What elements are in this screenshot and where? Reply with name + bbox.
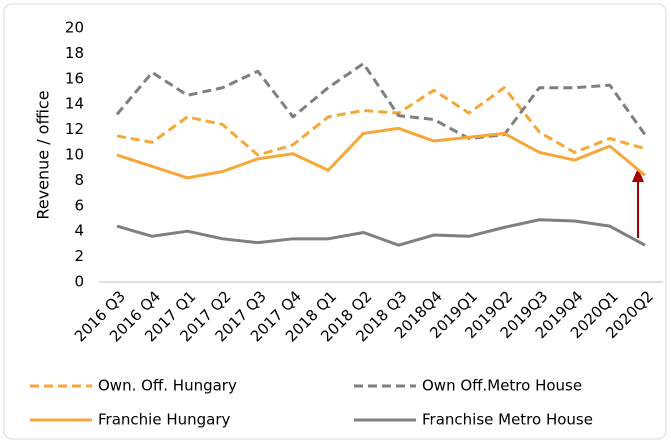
legend-label: Franchise Metro House [422, 411, 593, 429]
annotation-arrow [632, 168, 644, 238]
y-tick-label: 14 [65, 95, 84, 113]
y-tick-label: 4 [74, 222, 84, 240]
legend-label: Own. Off. Hungary [98, 377, 237, 395]
y-tick-label: 8 [74, 171, 84, 189]
series-line [116, 126, 646, 180]
y-tick-label: 18 [65, 44, 84, 62]
y-tick-label: 20 [65, 19, 84, 37]
series-line [116, 218, 646, 247]
arrow-head [632, 168, 644, 182]
y-tick-label: 0 [74, 273, 84, 291]
series-line [116, 86, 646, 157]
legend-label: Own Off.Metro House [422, 377, 582, 395]
series-line [115, 62, 647, 140]
y-tick-label: 16 [65, 69, 84, 87]
y-tick-label: 10 [65, 146, 84, 164]
y-tick-label: 2 [74, 247, 84, 265]
y-tick-label: 6 [74, 196, 84, 214]
legend-label: Franchie Hungary [98, 411, 230, 429]
y-axis-label: Revenue / office [34, 90, 53, 219]
y-tick-label: 12 [65, 120, 84, 138]
chart-border [3, 3, 667, 440]
